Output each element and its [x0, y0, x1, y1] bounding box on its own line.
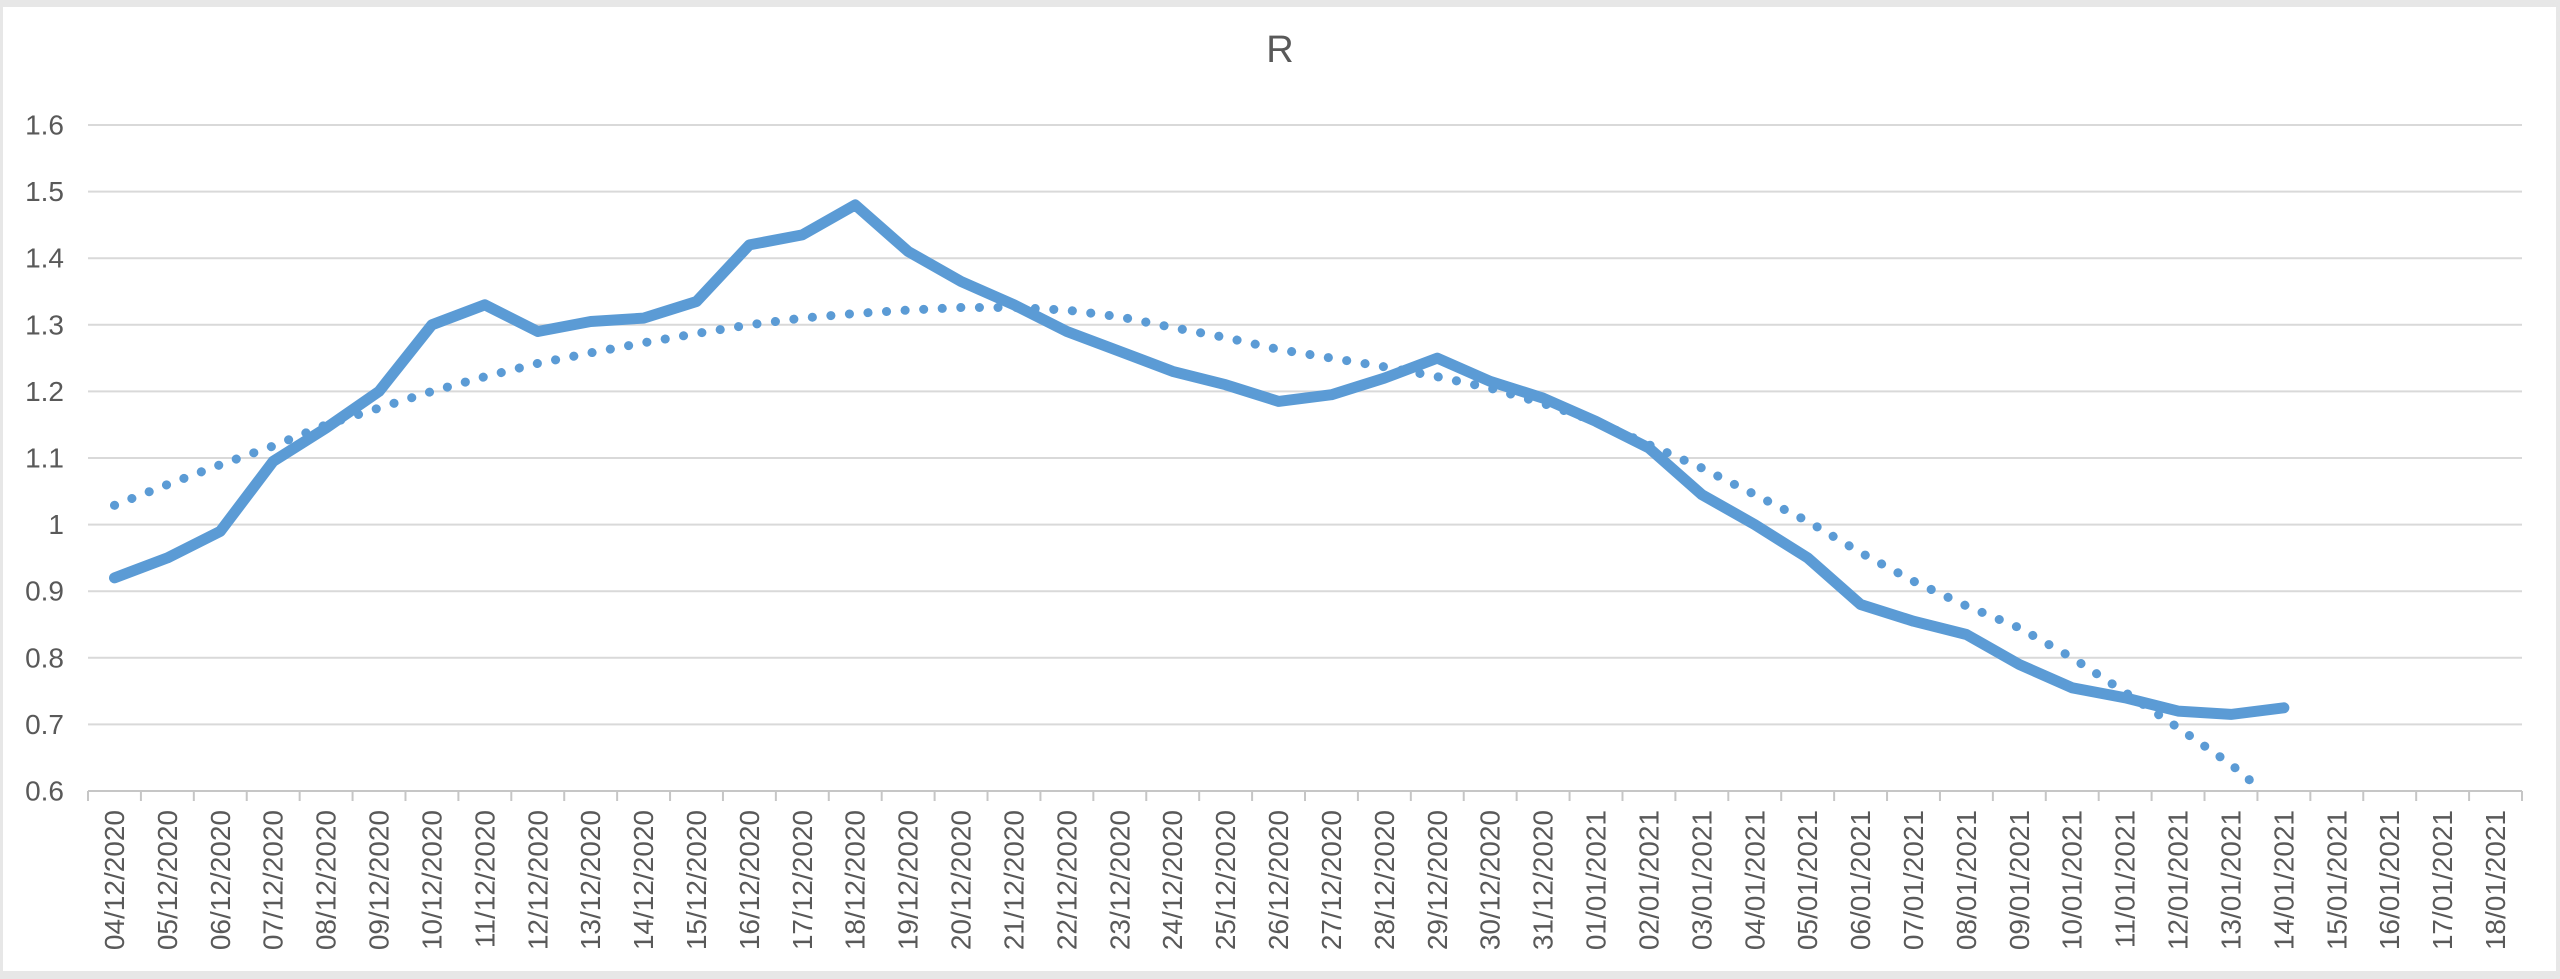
- x-axis-label: 23/12/2020: [1104, 810, 1135, 950]
- x-axis-label: 12/12/2020: [522, 810, 553, 950]
- y-axis-label: 1: [48, 509, 64, 540]
- y-axis-label: 0.9: [25, 576, 64, 607]
- x-axis-label: 03/01/2021: [1686, 810, 1717, 950]
- x-axis-label: 27/12/2020: [1316, 810, 1347, 950]
- x-axis-label: 11/12/2020: [469, 810, 500, 948]
- x-axis-label: 09/01/2021: [2004, 810, 2035, 950]
- x-axis-label: 14/12/2020: [628, 810, 659, 950]
- x-axis-label: 04/12/2020: [99, 810, 130, 950]
- window-edge-right: [2556, 0, 2560, 979]
- x-axis-label: 31/12/2020: [1528, 810, 1559, 950]
- x-axis-label: 08/12/2020: [311, 810, 342, 950]
- x-axis-label: 25/12/2020: [1210, 810, 1241, 950]
- x-axis-label: 22/12/2020: [1051, 810, 1082, 950]
- x-axis-label: 17/12/2020: [787, 810, 818, 950]
- x-axis-label: 21/12/2020: [998, 810, 1029, 950]
- y-axis-label: 1.3: [25, 309, 64, 340]
- x-axis-label: 28/12/2020: [1369, 810, 1400, 950]
- x-axis-label: 16/01/2021: [2374, 810, 2405, 950]
- x-axis-label: 08/01/2021: [1951, 810, 1982, 950]
- x-axis-label: 05/12/2020: [152, 810, 183, 950]
- x-axis-label: 14/01/2021: [2268, 810, 2299, 950]
- y-axis-label: 1.6: [25, 110, 64, 141]
- y-axis-label: 1.5: [25, 176, 64, 207]
- trendline-dotted: [110, 303, 2268, 796]
- x-axis-label: 13/12/2020: [575, 810, 606, 950]
- x-axis-label: 05/01/2021: [1792, 810, 1823, 950]
- x-axis-label: 20/12/2020: [946, 810, 977, 950]
- y-axis-label: 1.1: [25, 443, 64, 474]
- x-axis-label: 24/12/2020: [1157, 810, 1188, 950]
- window-edge-top: [0, 0, 2560, 7]
- y-axis-label: 0.7: [25, 709, 64, 740]
- window-edge-left: [0, 0, 3, 979]
- x-axis-label: 09/12/2020: [364, 810, 395, 950]
- x-axis-label: 10/01/2021: [2057, 810, 2088, 950]
- x-axis-label: 18/12/2020: [840, 810, 871, 950]
- y-axis-label: 1.4: [25, 243, 64, 274]
- y-axis-label: 0.8: [25, 642, 64, 673]
- x-axis-label: 12/01/2021: [2163, 810, 2194, 950]
- x-axis-label: 15/12/2020: [681, 810, 712, 950]
- x-axis-label: 13/01/2021: [2215, 810, 2246, 950]
- x-axis-label: 07/12/2020: [258, 810, 289, 950]
- y-axis-label: 1.2: [25, 376, 64, 407]
- chart-title: R: [1266, 29, 1294, 71]
- y-axis-label: 0.6: [25, 776, 64, 807]
- x-axis-label: 15/01/2021: [2321, 810, 2352, 950]
- x-axis-label: 29/12/2020: [1422, 810, 1453, 950]
- x-axis-label: 04/01/2021: [1739, 810, 1770, 950]
- x-axis-label: 10/12/2020: [416, 810, 447, 950]
- x-axis-label: 02/01/2021: [1633, 810, 1664, 950]
- x-axis-label: 06/12/2020: [205, 810, 236, 950]
- series-line: [109, 199, 2290, 720]
- x-axis-label: 16/12/2020: [734, 810, 765, 950]
- x-axis-label: 18/01/2021: [2480, 810, 2511, 950]
- x-axis-label: 30/12/2020: [1475, 810, 1506, 950]
- x-axis-label: 11/01/2021: [2110, 810, 2141, 948]
- x-axis-label: 06/01/2021: [1845, 810, 1876, 950]
- x-axis-label: 07/01/2021: [1898, 810, 1929, 950]
- x-axis-label: 01/01/2021: [1581, 810, 1612, 950]
- window-edge-bottom: [0, 971, 2560, 979]
- x-axis-label: 17/01/2021: [2427, 810, 2458, 950]
- x-axis-label: 26/12/2020: [1263, 810, 1294, 950]
- x-axis-label: 19/12/2020: [893, 810, 924, 950]
